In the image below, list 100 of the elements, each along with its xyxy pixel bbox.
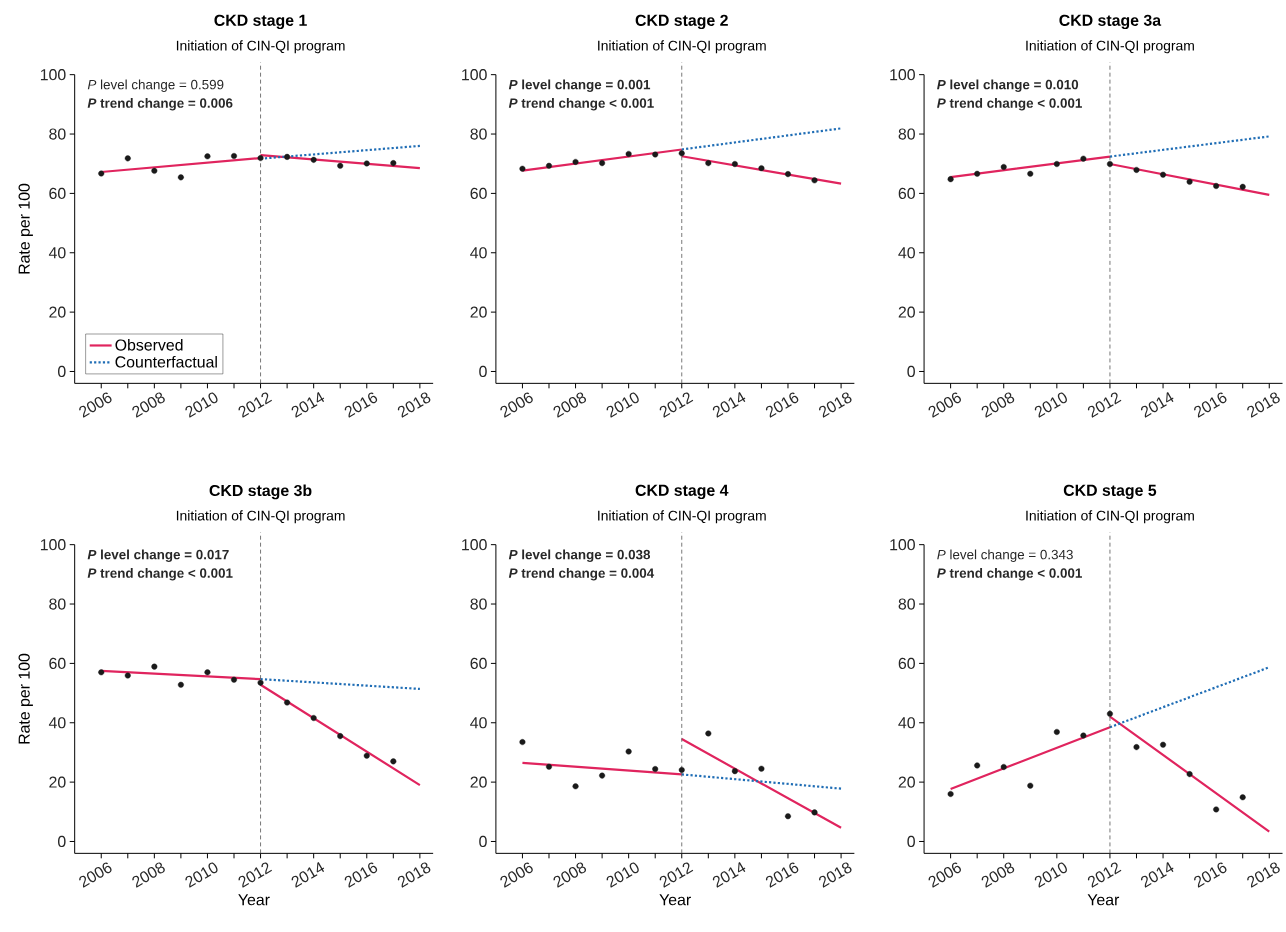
point [784, 171, 791, 178]
point [546, 763, 552, 770]
y-tick-label: 60 [49, 657, 66, 670]
point [284, 699, 291, 706]
x-tick-label: 2010 [606, 392, 639, 418]
x-tick-label: 2018 [397, 862, 431, 888]
point [151, 167, 158, 174]
x-axis-title: Year [659, 894, 691, 906]
chart-title: CKD stage 5 [1063, 484, 1157, 500]
ref-line-label: Initiation of CIN-QI program [1026, 510, 1194, 524]
x-tick-label: 2008 [132, 392, 165, 418]
point [731, 161, 738, 167]
y-tick-label: 40 [470, 247, 487, 259]
point [519, 165, 526, 172]
point [1213, 182, 1220, 189]
x-tick-label: 2018 [1247, 392, 1280, 418]
x-tick-label: 2008 [981, 862, 1015, 888]
legend-label: Observed [115, 338, 183, 351]
point [625, 150, 632, 157]
point [337, 162, 344, 169]
point [811, 809, 818, 816]
y-tick-label: 100 [890, 539, 915, 551]
x-tick-label: 2012 [238, 862, 273, 888]
point [1000, 763, 1007, 770]
point [652, 151, 659, 158]
point [974, 762, 981, 769]
x-tick-label: 2006 [79, 862, 112, 888]
chart-title: CKD stage 3a [1059, 14, 1162, 30]
text: P level change = 0.010 [937, 79, 1079, 93]
y-tick-label: 0 [479, 835, 487, 848]
y-tick-label: 60 [470, 187, 487, 200]
point [784, 813, 791, 820]
annotation: P level change = 0.343 [937, 549, 1073, 562]
point [572, 158, 579, 165]
x-tick-label: 2008 [553, 392, 587, 418]
x-tick-label: 2016 [344, 392, 378, 418]
y-tick-label: 40 [470, 717, 487, 729]
y-tick-label: 80 [470, 598, 487, 610]
point [124, 672, 131, 679]
point [124, 155, 131, 162]
y-tick-label: 0 [479, 365, 487, 378]
point [390, 160, 397, 167]
point [284, 153, 291, 160]
y-tick-label: 0 [907, 835, 915, 848]
ref-line-label: Initiation of CIN-QI program [176, 40, 345, 54]
y-tick-label: 60 [470, 657, 487, 670]
point [98, 669, 105, 676]
point [599, 160, 606, 167]
point [177, 681, 184, 688]
legend-label: Counterfactual [115, 355, 217, 368]
y-tick-label: 100 [462, 539, 487, 551]
x-tick-label: 2010 [606, 862, 639, 888]
point [1186, 771, 1193, 778]
point [98, 170, 105, 177]
text: P trend change = 0.004 [508, 568, 655, 581]
x-tick-label: 2006 [928, 862, 962, 888]
text: P trend change < 0.001 [937, 568, 1082, 581]
y-axis-title: Rate per 100 [18, 183, 33, 274]
ref-line-label: Initiation of CIN-QI program [176, 510, 345, 524]
point [310, 715, 317, 721]
point [811, 177, 818, 184]
point [678, 766, 685, 773]
x-tick-label: 2006 [500, 862, 533, 888]
point [1000, 163, 1007, 170]
x-tick-label: 2010 [1034, 862, 1067, 888]
point [1080, 155, 1087, 162]
y-tick-label: 0 [58, 835, 66, 848]
x-axis-title: Year [238, 894, 270, 906]
text: P level change = 0.017 [87, 549, 229, 563]
ref-line-label: Initiation of CIN-QI program [1026, 40, 1194, 54]
point [204, 669, 211, 676]
y-tick-label: 60 [898, 187, 915, 200]
chart-title: CKD stage 4 [635, 484, 729, 500]
point [1027, 782, 1034, 789]
y-tick-label: 40 [48, 717, 66, 729]
ref-line-label: Initiation of CIN-QI program [598, 40, 766, 54]
x-tick-label: 2008 [132, 862, 165, 888]
x-tick-label: 2006 [79, 392, 112, 418]
x-tick-label: 2014 [1140, 392, 1174, 418]
y-tick-label: 60 [49, 187, 66, 200]
point [625, 748, 632, 755]
annotation: P level change = 0.599 [87, 79, 224, 92]
y-tick-label: 80 [898, 598, 915, 610]
x-tick-label: 2018 [1247, 862, 1280, 888]
x-tick-label: 2006 [928, 392, 962, 418]
chart-title: CKD stage 2 [635, 14, 728, 30]
y-tick-label: 0 [58, 365, 66, 378]
point [599, 772, 606, 779]
point [1239, 183, 1246, 190]
x-tick-label: 2016 [765, 392, 799, 418]
point [204, 153, 211, 160]
point [1053, 728, 1060, 735]
point [1053, 161, 1060, 167]
point [1186, 178, 1193, 185]
x-tick-label: 2012 [238, 392, 273, 418]
point [758, 165, 765, 172]
x-tick-label: 2014 [712, 392, 746, 418]
x-tick-label: 2010 [185, 862, 218, 888]
y-tick-label: 80 [49, 128, 66, 140]
point [231, 676, 237, 683]
